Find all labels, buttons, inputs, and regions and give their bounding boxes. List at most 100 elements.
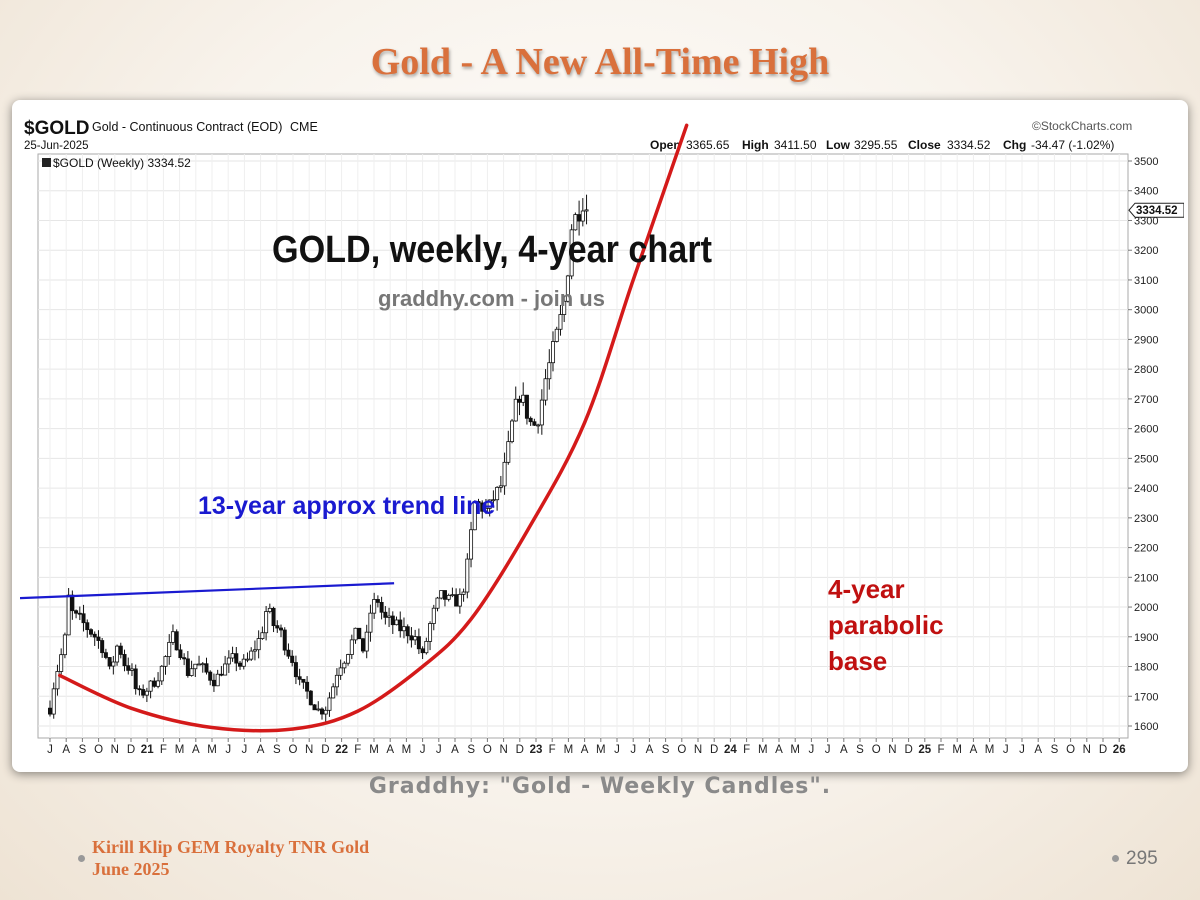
x-tick-label: 25	[918, 744, 931, 756]
candle-body	[193, 663, 198, 670]
x-tick-label: O	[872, 744, 881, 756]
candle-body	[282, 629, 287, 651]
x-tick-label: F	[160, 744, 167, 756]
candle-body	[77, 612, 82, 615]
x-tick-label: N	[694, 744, 702, 756]
y-tick-label: 1800	[1134, 662, 1158, 674]
candle-body	[126, 665, 131, 671]
candle-body	[260, 632, 265, 639]
candle-body	[159, 665, 164, 682]
candle-body	[185, 658, 190, 676]
candle-body	[256, 638, 261, 651]
low-value: 3295.55	[854, 138, 898, 152]
candle-body	[316, 708, 321, 711]
x-tick-label: A	[581, 744, 589, 756]
x-tick-label: 24	[724, 744, 737, 756]
y-tick-label: 2400	[1134, 483, 1158, 495]
x-tick-label: N	[111, 744, 119, 756]
candle-body	[238, 662, 243, 667]
candle-body	[230, 653, 235, 659]
candle-body	[189, 668, 194, 676]
candle-body	[178, 649, 183, 659]
y-tick-label: 3100	[1134, 275, 1158, 287]
candle-body	[245, 658, 250, 661]
candle-body	[51, 688, 56, 715]
x-tick-label: 26	[1113, 744, 1126, 756]
x-tick-label: M	[596, 744, 606, 756]
candle-body	[536, 424, 541, 427]
annotation-lines	[19, 123, 689, 733]
candle-body	[111, 661, 116, 667]
chart-annotation-title: GOLD, weekly, 4-year chart	[272, 229, 712, 271]
footer-line-2: June 2025	[92, 859, 170, 879]
last-price-tag: 3334.52	[1128, 202, 1185, 218]
x-tick-label: O	[1066, 744, 1075, 756]
candle-body	[450, 594, 455, 597]
candle-body	[428, 623, 433, 642]
x-tick-label: J	[614, 744, 620, 756]
candle-body	[301, 678, 306, 683]
x-tick-label: O	[289, 744, 298, 756]
candle-body	[513, 398, 518, 422]
y-tick-label: 2200	[1134, 543, 1158, 555]
x-tick-label: A	[451, 744, 459, 756]
candle-body	[364, 631, 369, 652]
candle-body	[182, 657, 187, 660]
candle-body	[346, 654, 351, 664]
source-watermark: ©StockCharts.com	[1032, 119, 1132, 133]
candle-body	[584, 209, 589, 212]
x-tick-label: S	[467, 744, 475, 756]
candle-body	[148, 680, 153, 692]
high-label: High	[742, 138, 769, 152]
x-tick-label: A	[840, 744, 848, 756]
chart-date: 25-Jun-2025	[24, 140, 89, 152]
open-label: Open	[650, 138, 681, 152]
parabola-label-1: 4-year	[828, 574, 905, 604]
candle-body	[290, 655, 295, 663]
x-tick-label: J	[242, 744, 248, 756]
x-tick-label: O	[94, 744, 103, 756]
candle-body	[334, 674, 339, 688]
candle-body	[547, 362, 552, 380]
x-tick-label: J	[1003, 744, 1009, 756]
candle-body	[249, 650, 254, 660]
candle-body	[271, 607, 276, 627]
candle-body	[163, 656, 168, 667]
chg-label: Chg	[1003, 138, 1026, 152]
candle-body	[293, 662, 298, 678]
candle-body	[390, 615, 395, 626]
candle-body	[398, 619, 403, 632]
x-tick-label: O	[483, 744, 492, 756]
candle-body	[383, 611, 388, 618]
x-tick-label: S	[662, 744, 670, 756]
candle-body	[409, 635, 414, 641]
x-tick-label: M	[985, 744, 995, 756]
candle-body	[387, 615, 392, 618]
candle-body	[219, 673, 224, 676]
slide-title: Gold - A New All-Time High	[370, 41, 830, 83]
y-tick-label: 3000	[1134, 305, 1158, 317]
footer-bullet	[78, 855, 85, 862]
candle-body	[327, 697, 332, 711]
candle-body	[457, 593, 462, 607]
plot-area	[37, 153, 1129, 739]
candle-body	[144, 690, 149, 696]
candle-body	[521, 394, 526, 403]
candle-body	[517, 398, 522, 403]
x-tick-label: F	[743, 744, 750, 756]
candle-body	[204, 663, 209, 673]
page-bullet	[1112, 855, 1119, 862]
y-tick-label: 1900	[1134, 632, 1158, 644]
candle-body	[234, 653, 239, 664]
low-label: Low	[826, 138, 851, 152]
candle-body	[465, 558, 470, 593]
candle-body	[141, 689, 146, 696]
x-tick-label: D	[127, 744, 135, 756]
y-tick-label: 1600	[1134, 721, 1158, 733]
candle-body	[197, 663, 202, 666]
x-tick-label: D	[1099, 744, 1107, 756]
x-tick-label: J	[825, 744, 831, 756]
x-tick-label: O	[677, 744, 686, 756]
candle-body	[431, 607, 436, 624]
x-tick-label: N	[499, 744, 507, 756]
